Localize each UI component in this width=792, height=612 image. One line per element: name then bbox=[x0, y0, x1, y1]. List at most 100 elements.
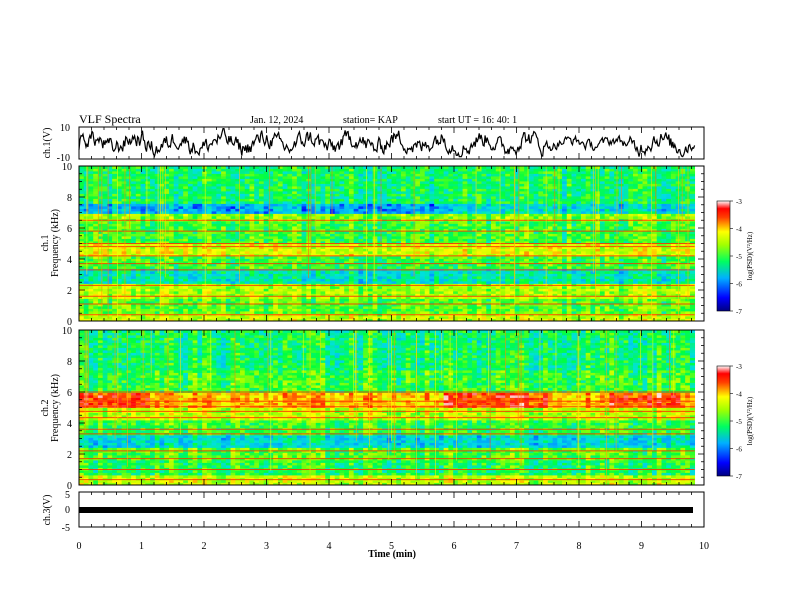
spectrogram-cell bbox=[330, 306, 335, 309]
spectrogram-cell bbox=[382, 306, 387, 309]
spectrogram-cell bbox=[614, 291, 619, 294]
spectrogram-cell bbox=[283, 311, 288, 314]
spectrogram-cell bbox=[387, 291, 392, 294]
spectrogram-cell bbox=[122, 299, 127, 302]
spectrogram-cell bbox=[169, 306, 174, 309]
spectrogram-cell bbox=[529, 299, 534, 302]
spectrogram-cell bbox=[339, 311, 344, 314]
spectrogram-cell bbox=[259, 289, 264, 292]
spectrogram-cell bbox=[321, 291, 326, 294]
spectrogram-cell bbox=[122, 291, 127, 294]
spectrogram-cell bbox=[240, 286, 245, 289]
spectrogram-cell bbox=[131, 291, 136, 294]
spectrogram-cell bbox=[202, 289, 207, 292]
spectrogram-cell bbox=[410, 309, 415, 312]
spectrogram-cell bbox=[122, 309, 127, 312]
spectrogram-cell bbox=[164, 309, 169, 312]
spectrogram-cell bbox=[126, 286, 131, 289]
spectrogram-cell bbox=[396, 309, 401, 312]
spectrogram-cell bbox=[136, 311, 141, 314]
spectrogram-cell bbox=[325, 311, 330, 314]
spectrogram-cell bbox=[671, 299, 676, 302]
spectrogram-cell bbox=[434, 299, 439, 302]
spectrogram-cell bbox=[415, 291, 420, 294]
spectrogram-cell bbox=[453, 311, 458, 314]
spectrogram-cell bbox=[572, 306, 577, 309]
spectrogram-cell bbox=[467, 306, 472, 309]
spectrogram-cell bbox=[505, 306, 510, 309]
spectrogram-cell bbox=[538, 316, 543, 319]
spectrogram-cell bbox=[264, 289, 269, 292]
spectrogram-cell bbox=[529, 311, 534, 314]
spectrogram-cell bbox=[396, 289, 401, 292]
spectrogram-cell bbox=[463, 306, 468, 309]
spectrogram-cell bbox=[624, 286, 629, 289]
spectrogram-cell bbox=[297, 289, 302, 292]
spectrogram-cell bbox=[628, 286, 633, 289]
spectrogram-cell bbox=[169, 316, 174, 319]
spectrogram-cell bbox=[382, 309, 387, 312]
spectrogram-cell bbox=[434, 291, 439, 294]
spectrogram-cell bbox=[287, 299, 292, 302]
spectrogram-cell bbox=[515, 299, 520, 302]
spectrogram-cell bbox=[245, 286, 250, 289]
spectrogram-cell bbox=[600, 306, 605, 309]
spectrogram-cell bbox=[652, 286, 657, 289]
spectrogram-cell bbox=[302, 306, 307, 309]
spectrogram-cell bbox=[524, 306, 529, 309]
spectrogram-cell bbox=[231, 289, 236, 292]
spectrogram-cell bbox=[254, 316, 259, 319]
spectrogram-cell bbox=[486, 286, 491, 289]
spectrogram-cell bbox=[325, 291, 330, 294]
spectrogram-cell bbox=[609, 309, 614, 312]
spectrogram-cell bbox=[557, 299, 562, 302]
spectrogram-cell bbox=[377, 289, 382, 292]
station-label: station= KAP bbox=[343, 115, 398, 126]
spectrogram-cell bbox=[235, 299, 240, 302]
spectrogram-cell bbox=[420, 286, 425, 289]
spectrogram-cell bbox=[344, 299, 349, 302]
spectrogram-cell bbox=[410, 316, 415, 319]
spectrogram-cell bbox=[605, 316, 610, 319]
spectrogram-cell bbox=[169, 311, 174, 314]
spectrogram-cell bbox=[240, 306, 245, 309]
spectrogram-cell bbox=[415, 306, 420, 309]
spectrogram-cell bbox=[349, 291, 354, 294]
spectrogram-cell bbox=[344, 289, 349, 292]
spectrogram-cell bbox=[268, 309, 273, 312]
spectrogram-cell bbox=[245, 289, 250, 292]
ch1-spectrogram-panel: 0246810 ch.1 Frequency (kHz) -3-4-5-6-7 … bbox=[40, 162, 754, 328]
spectrogram-cell bbox=[553, 289, 558, 292]
spectrogram-cell bbox=[666, 311, 671, 314]
spectrogram-cell bbox=[169, 299, 174, 302]
spectrogram-cell bbox=[231, 306, 236, 309]
spectrogram-cell bbox=[581, 306, 586, 309]
spectrogram-cell bbox=[202, 306, 207, 309]
spectrogram-cell bbox=[534, 289, 539, 292]
spectrogram-cell bbox=[103, 316, 108, 319]
spectrogram-cell bbox=[93, 286, 98, 289]
spectrogram-cell bbox=[624, 306, 629, 309]
spectrogram-cell bbox=[586, 306, 591, 309]
spectrogram-cell bbox=[519, 316, 524, 319]
spectrogram-cell bbox=[212, 309, 217, 312]
spectrogram-cell bbox=[226, 306, 231, 309]
spectrogram-cell bbox=[202, 291, 207, 294]
ch1-ylabel: ch.1(V) bbox=[42, 128, 53, 159]
spectrogram-cell bbox=[122, 311, 127, 314]
spectrogram-cell bbox=[197, 291, 202, 294]
spectrogram-cell bbox=[690, 299, 695, 302]
spectrogram-cell bbox=[505, 316, 510, 319]
spectrogram-cell bbox=[306, 306, 311, 309]
spectrogram-cell bbox=[174, 316, 179, 319]
spectrogram-cell bbox=[515, 286, 520, 289]
spectrogram-cell bbox=[373, 316, 378, 319]
spectrogram-cell bbox=[212, 286, 217, 289]
spectrogram-cell bbox=[221, 299, 226, 302]
spectrogram-cell bbox=[406, 289, 411, 292]
spectrogram-cell bbox=[150, 299, 155, 302]
spectrogram-cell bbox=[401, 291, 406, 294]
spectrogram-cell bbox=[548, 286, 553, 289]
spectrogram-cell bbox=[614, 306, 619, 309]
spectrogram-cell bbox=[311, 306, 316, 309]
